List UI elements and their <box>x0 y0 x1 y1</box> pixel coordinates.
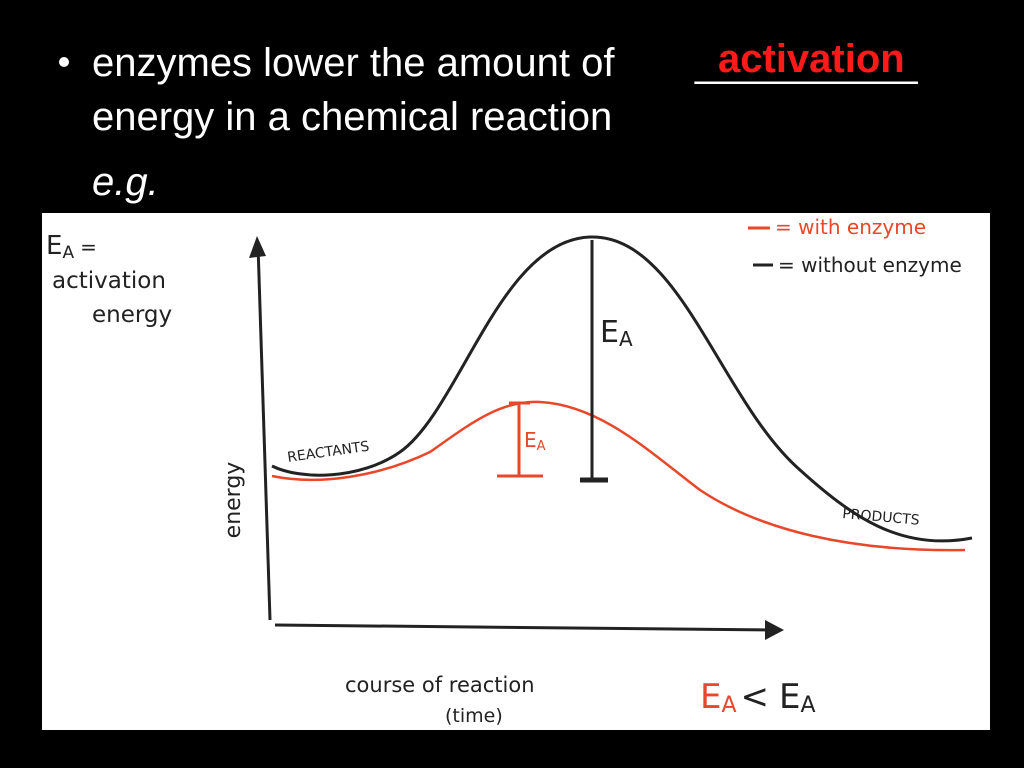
x-axis-label-line2: (time) <box>445 705 503 727</box>
products-label: PRODUCTS <box>842 506 921 529</box>
bullet-text: enzymes lower the amount of <box>92 41 615 85</box>
symbol: E <box>46 231 62 261</box>
ea-with-label: EA <box>524 428 546 454</box>
comparison: EA < EA <box>700 677 816 718</box>
bullet-text-line2: energy in a chemical reaction <box>92 95 612 139</box>
y-axis-label: energy <box>221 462 246 539</box>
definition-symbol: EA = <box>46 231 97 263</box>
y-arrow <box>249 236 266 258</box>
legend-label: = with enzyme <box>775 215 926 239</box>
x-axis-label: course of reaction <box>345 673 535 697</box>
symbol: E <box>700 677 721 717</box>
subscript: A <box>801 693 816 718</box>
subscript: A <box>619 327 633 351</box>
symbol: E <box>600 315 619 350</box>
legend-label: = without enzyme <box>778 253 962 277</box>
y-axis <box>256 244 272 621</box>
subscript: A <box>721 693 736 718</box>
subscript: A <box>537 439 546 454</box>
blank: __________ <box>694 41 918 85</box>
example: e.g. <box>92 160 159 204</box>
diagram-background <box>42 213 990 730</box>
x-arrow <box>765 620 784 640</box>
curve-with-enzyme <box>271 400 966 552</box>
subscript: A <box>62 243 74 263</box>
definition-line2: energy <box>92 302 172 328</box>
x-axis <box>274 623 776 632</box>
answer: activation <box>718 37 905 81</box>
definition-line1: activation <box>52 268 166 294</box>
bullet-dot <box>59 57 69 67</box>
ea-without-label: EA <box>600 315 633 351</box>
curve-without-enzyme <box>271 235 973 543</box>
sign: < <box>741 677 770 717</box>
symbol: E <box>779 677 800 717</box>
symbol: E <box>524 428 537 452</box>
equals: = <box>80 235 97 259</box>
